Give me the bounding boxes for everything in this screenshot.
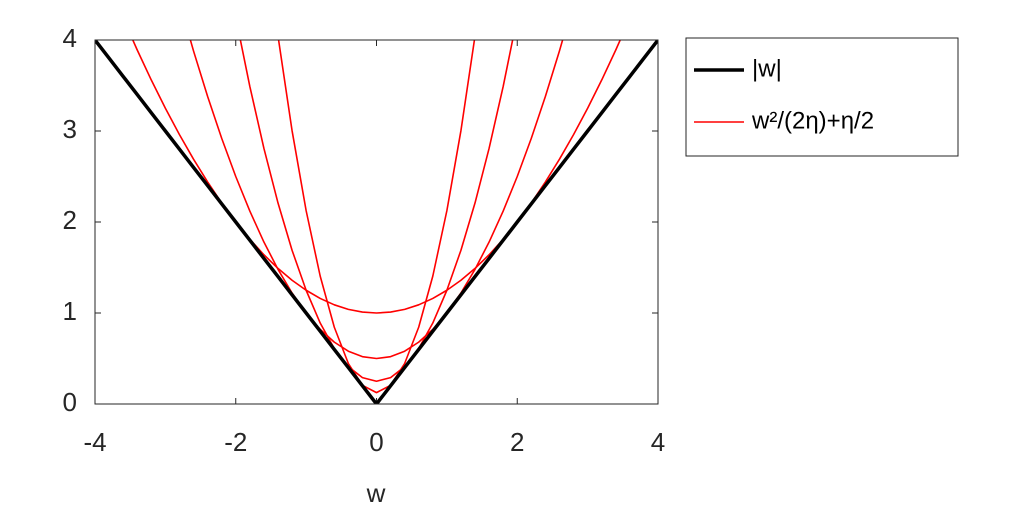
- line-series: [131, 40, 622, 314]
- line-series: [95, 40, 658, 404]
- x-tick-label: -2: [224, 427, 247, 457]
- x-tick-label: 4: [651, 427, 665, 457]
- x-axis-label: w: [366, 478, 386, 508]
- y-tick-label: 2: [63, 205, 77, 235]
- line-series: [189, 40, 564, 360]
- y-tick-label: 4: [63, 23, 77, 53]
- line-series: [239, 40, 514, 383]
- line-series: [277, 40, 476, 394]
- x-tick-label: 2: [510, 427, 524, 457]
- legend-label: |w|: [752, 55, 782, 82]
- y-tick-label: 1: [63, 296, 77, 326]
- x-tick-label: -4: [83, 427, 106, 457]
- y-tick-label: 3: [63, 114, 77, 144]
- plot-area: [95, 40, 658, 404]
- legend-box: [685, 37, 959, 157]
- axes-box: [94, 39, 659, 405]
- y-tick-label: 0: [63, 387, 77, 417]
- legend-label: w²/(2η)+η/2: [751, 107, 874, 134]
- x-tick-label: 0: [369, 427, 383, 457]
